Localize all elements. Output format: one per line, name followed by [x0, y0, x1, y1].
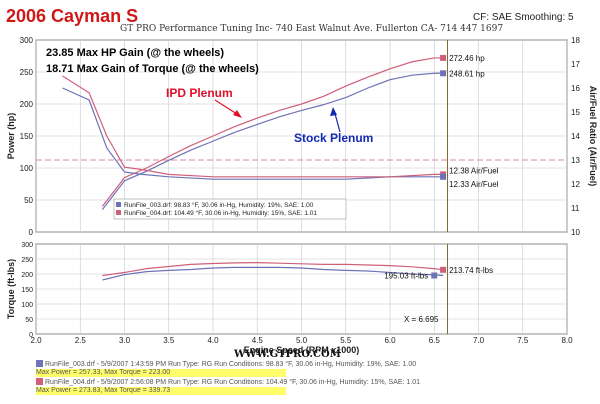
- callout-stock-hp-marker: [440, 70, 447, 77]
- torque-xtick-label: 6.5: [429, 336, 441, 345]
- callout-stock-af-marker: [440, 173, 447, 180]
- power-y2tick-label: 18: [571, 36, 580, 45]
- callout-stock-af: 12.33 Air/Fuel: [449, 180, 499, 189]
- power-y2tick-label: 13: [571, 156, 580, 165]
- power-ytick-label: 50: [24, 196, 33, 205]
- stock-label: Stock Plenum: [294, 131, 373, 145]
- torque-ytick-label: 0: [29, 332, 33, 339]
- torque-ytick-label: 250: [21, 257, 33, 264]
- ipd-arrow-head: [233, 110, 242, 118]
- hp-gain-annotation: 23.85 Max HP Gain (@ the wheels): [46, 47, 224, 59]
- torque-xtick-label: 5.5: [340, 336, 352, 345]
- power-y2tick-label: 11: [571, 204, 580, 213]
- callout-stock-tq-marker: [431, 272, 438, 279]
- callout-ipd-hp-marker: [440, 54, 447, 61]
- ipd-label: IPD Plenum: [166, 86, 233, 100]
- torque-ytick-label: 200: [21, 272, 33, 279]
- footer-run1-conditions: RunFile_003.drf - 5/9/2007 1:43:59 PM Ru…: [45, 361, 417, 368]
- torque-xtick-label: 2.0: [30, 336, 42, 345]
- legend-run1: RunFile_003.drf: 98.83 °F, 30.06 in-Hg, …: [124, 201, 314, 209]
- power-legend-box: [113, 198, 347, 220]
- page-title: 2006 Cayman S: [6, 6, 139, 26]
- power-ytick-label: 100: [20, 164, 34, 173]
- torque-line-stock: [102, 266, 444, 281]
- callout-stock-hp: 248.61 hp: [449, 69, 485, 78]
- power-ytick-label: 250: [20, 68, 34, 77]
- torque-panel: 2.0 2.5 3.0 3.5 4.0 4.5 5.0 5.5 6.0 6.5 7.0 7.5 8.0 0…: [6, 242, 573, 355]
- tq-gain-annotation: 18.71 Max Gain of Torque (@ the wheels): [46, 63, 259, 75]
- torque-ytick-label: 100: [21, 302, 33, 309]
- power-ytick-label: 0: [29, 228, 34, 237]
- power-ylabel: Power (hp): [6, 113, 16, 160]
- power-y2tick-label: 15: [571, 108, 580, 117]
- torque-xtick-label: 7.0: [473, 336, 485, 345]
- highlight-bar-1: [36, 369, 286, 377]
- power-y2tick-label: 10: [571, 228, 580, 237]
- callout-ipd-tq: 213.74 ft-lbs: [449, 266, 493, 275]
- torque-ytick-label: 50: [25, 317, 33, 324]
- torque-xtick-label: 3.5: [163, 336, 175, 345]
- power-y2tick-label: 14: [571, 132, 580, 141]
- torque-ylabel: Torque (ft-lbs): [6, 259, 16, 319]
- power-y2tick-label: 16: [571, 84, 580, 93]
- af-line-ipd: [62, 75, 444, 178]
- footer-run2-max: Max Power = 273.83, Max Torque = 339.73: [36, 387, 171, 394]
- shop-header: GT PRO Performance Tuning Inc- 740 East …: [120, 24, 504, 34]
- torque-xtick-label: 6.0: [384, 336, 396, 345]
- website-label: WWW.GTPRO.COM: [234, 349, 341, 360]
- torque-xtick-label: 4.5: [252, 336, 264, 345]
- torque-xtick-label: 4.0: [207, 336, 219, 345]
- torque-xlabel: Engine Speed (RPM x1000): [244, 345, 360, 355]
- torque-xtick-label: 5.0: [296, 336, 308, 345]
- power-line-ipd: [101, 57, 444, 207]
- footer-run1-max: Max Power = 257.33, Max Torque = 223.00: [36, 369, 171, 376]
- legend-run2: RunFile_004.drf: 104.49 °F, 30.06 in-Hg,…: [124, 209, 317, 217]
- callout-ipd-af: 12.38 Air/Fuel: [449, 166, 499, 175]
- cf-smoothing-label: CF: SAE Smoothing: 5: [473, 12, 574, 23]
- power-panel: 0 50 100 150 200 250 300 10 11 12 13 14 15 16 17 18 Powe…: [6, 36, 598, 237]
- power-y2label: Air/Fuel Ratio (Air/Fuel): [588, 86, 598, 187]
- torque-xtick-label: 2.5: [75, 336, 87, 345]
- footer-run1-line1: RunFile_003.drf - 5/9/2007 1:43:59 PM Ru…: [36, 360, 416, 368]
- legend-swatch-run1: [116, 202, 121, 207]
- torque-ytick-label: 300: [21, 242, 33, 249]
- torque-xtick-label: 7.5: [517, 336, 529, 345]
- run2-swatch: [36, 378, 43, 385]
- power-ytick-label: 150: [20, 132, 34, 141]
- stock-arrow-head: [330, 107, 337, 116]
- power-ytick-label: 200: [20, 100, 34, 109]
- callout-ipd-tq-marker: [440, 266, 447, 273]
- callout-stock-tq: 195.03 ft-lbs: [384, 272, 428, 281]
- highlight-bar-2: [36, 387, 286, 395]
- power-ytick-label: 300: [20, 36, 34, 45]
- run1-swatch: [36, 360, 43, 367]
- torque-line-ipd: [102, 261, 444, 277]
- footer-run2-conditions: RunFile_004.drf - 5/9/2007 2:56:08 PM Ru…: [45, 379, 421, 386]
- torque-xtick-label: 8.0: [561, 336, 573, 345]
- legend-swatch-run2: [116, 210, 121, 215]
- footer-run2-line1: RunFile_004.drf - 5/9/2007 2:56:08 PM Ru…: [36, 378, 420, 386]
- callout-ipd-hp: 272.46 hp: [449, 54, 485, 63]
- power-y2tick-label: 17: [571, 60, 580, 69]
- torque-ytick-label: 150: [21, 287, 33, 294]
- torque-xtick-label: 3.0: [119, 336, 131, 345]
- x-marker-readout: X = 6.695: [404, 315, 439, 324]
- power-y2tick-label: 12: [571, 180, 580, 189]
- power-line-stock: [101, 72, 444, 210]
